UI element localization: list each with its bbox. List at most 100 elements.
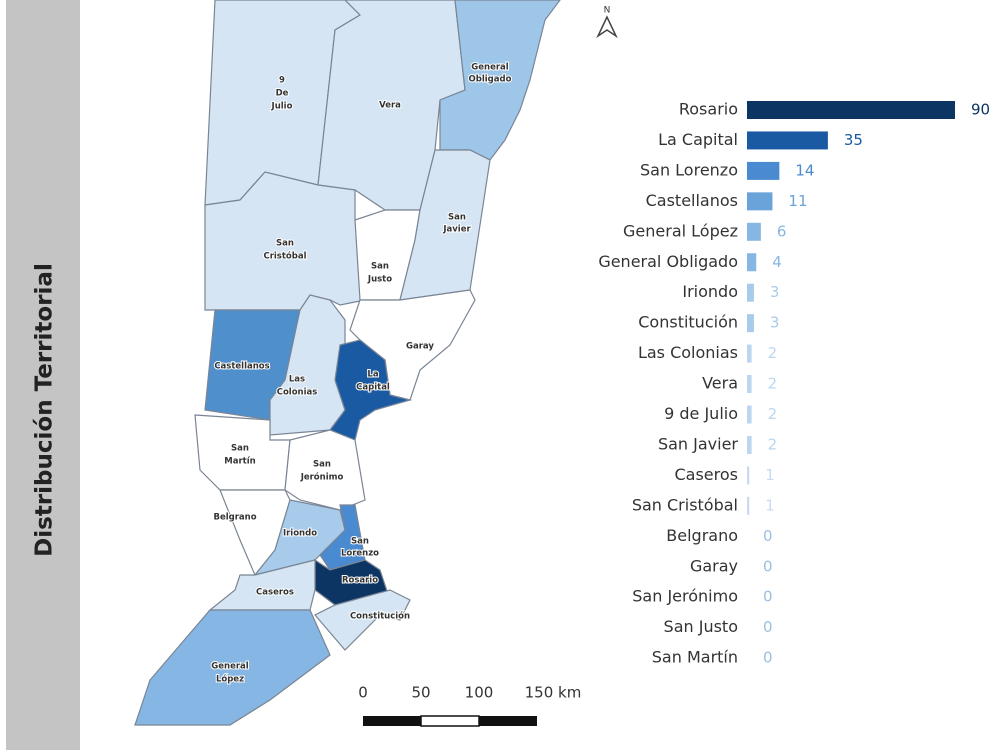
region-label: Julio bbox=[271, 102, 293, 112]
value-label: 2 bbox=[768, 435, 778, 453]
region-label: San bbox=[231, 444, 249, 454]
map: 9 De Julio Vera General Obligado San Cri… bbox=[134, 0, 561, 726]
region-label: Javier bbox=[442, 225, 471, 235]
category-label: Belgrano bbox=[666, 526, 738, 545]
bar bbox=[747, 435, 752, 454]
value-label: 3 bbox=[770, 283, 780, 301]
region-label: Colonias bbox=[277, 388, 318, 398]
bar bbox=[747, 405, 752, 424]
region-label: General bbox=[471, 63, 508, 73]
region-label: Justo bbox=[367, 275, 392, 285]
value-label: 2 bbox=[768, 375, 778, 393]
region-label: Castellanos bbox=[214, 362, 269, 372]
north-arrow: N bbox=[596, 6, 618, 39]
bar bbox=[747, 496, 750, 515]
bar bbox=[747, 466, 750, 485]
scale-label: 150 km bbox=[525, 684, 582, 702]
bar bbox=[747, 283, 754, 302]
scale-label: 0 bbox=[358, 684, 368, 702]
region-label: Belgrano bbox=[213, 513, 256, 523]
region-label: Obligado bbox=[469, 75, 512, 85]
region-label: San bbox=[351, 537, 369, 547]
category-label: Constitución bbox=[638, 313, 738, 332]
category-label: Las Colonias bbox=[638, 343, 738, 362]
value-label: 35 bbox=[844, 131, 863, 149]
category-label: La Capital bbox=[658, 130, 738, 149]
category-label: San Jerónimo bbox=[632, 587, 738, 606]
bar bbox=[747, 222, 761, 241]
region-label: San bbox=[448, 213, 466, 223]
bar bbox=[747, 375, 752, 394]
region-label: Lorenzo bbox=[341, 549, 379, 559]
region-label: Cristóbal bbox=[263, 251, 306, 262]
north-icon bbox=[596, 15, 618, 39]
region bbox=[399, 149, 491, 301]
value-label: 1 bbox=[765, 466, 775, 484]
sidebar-title: Distribución Territorial bbox=[32, 263, 58, 557]
category-label: General Obligado bbox=[598, 252, 738, 271]
region bbox=[208, 559, 316, 611]
sidebar bbox=[6, 0, 80, 750]
category-label: 9 de Julio bbox=[664, 404, 738, 423]
region-label: Garay bbox=[406, 342, 434, 352]
region-label: Jerónimo bbox=[300, 472, 344, 483]
region bbox=[439, 0, 561, 161]
category-label: Rosario bbox=[679, 100, 738, 119]
region-label: San bbox=[313, 460, 331, 470]
category-label: Vera bbox=[702, 374, 738, 393]
north-label: N bbox=[604, 6, 611, 16]
bar bbox=[747, 161, 780, 180]
bar bbox=[747, 192, 773, 211]
category-label: San Justo bbox=[664, 617, 738, 636]
value-label: 0 bbox=[763, 557, 773, 575]
region-label: Capital bbox=[356, 383, 390, 393]
region-label: Caseros bbox=[256, 588, 294, 598]
bar bbox=[747, 344, 752, 363]
value-label: 1 bbox=[765, 496, 775, 514]
category-label: San Martín bbox=[652, 648, 738, 667]
region-label: Martín bbox=[224, 457, 255, 467]
scale-segment bbox=[363, 716, 421, 726]
category-label: San Javier bbox=[658, 434, 738, 453]
region-label: Constitución bbox=[350, 611, 410, 622]
category-label: San Cristóbal bbox=[632, 495, 738, 514]
region-label: General bbox=[211, 662, 248, 672]
region-label: San bbox=[371, 262, 389, 272]
category-label: San Lorenzo bbox=[640, 160, 738, 179]
region-label: San bbox=[276, 239, 294, 249]
value-label: 11 bbox=[788, 192, 807, 210]
value-label: 0 bbox=[763, 527, 773, 545]
value-label: 2 bbox=[768, 405, 778, 423]
category-label: Iriondo bbox=[682, 282, 738, 301]
region-label: Iriondo bbox=[283, 529, 317, 539]
region-label: La bbox=[367, 370, 378, 380]
scale-segment bbox=[420, 715, 480, 727]
value-label: 3 bbox=[770, 314, 780, 332]
region bbox=[134, 609, 331, 726]
value-label: 6 bbox=[777, 222, 787, 240]
bar bbox=[747, 253, 757, 272]
value-label: 90 bbox=[971, 101, 990, 119]
value-label: 0 bbox=[763, 618, 773, 636]
category-label: Garay bbox=[690, 556, 738, 575]
region-label: Rosario bbox=[342, 576, 378, 586]
region-label: 9 bbox=[279, 76, 285, 86]
bar bbox=[747, 314, 754, 333]
value-label: 4 bbox=[772, 253, 782, 271]
scale-segment bbox=[479, 716, 537, 726]
scale-bar: 0 50 100 150 km bbox=[358, 684, 581, 727]
bar bbox=[747, 131, 828, 150]
category-label: General López bbox=[623, 221, 738, 240]
value-label: 0 bbox=[763, 588, 773, 606]
value-label: 2 bbox=[768, 344, 778, 362]
value-label: 14 bbox=[795, 161, 814, 179]
region bbox=[314, 558, 391, 606]
region-label: Las bbox=[289, 375, 305, 385]
bar bbox=[747, 101, 955, 119]
scale-label: 100 bbox=[465, 684, 494, 702]
category-label: Caseros bbox=[674, 465, 738, 484]
region bbox=[329, 339, 413, 441]
region-label: De bbox=[276, 89, 289, 99]
region-label: López bbox=[216, 674, 244, 685]
value-label: 0 bbox=[763, 649, 773, 667]
